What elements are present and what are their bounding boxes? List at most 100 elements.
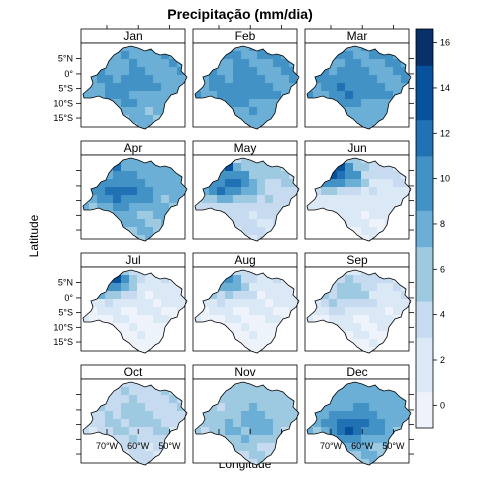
raster-cell	[201, 195, 209, 203]
raster-cell	[161, 315, 169, 323]
raster-cell	[169, 75, 177, 83]
raster-cell	[353, 307, 361, 315]
raster-cell	[265, 227, 273, 235]
raster-cell	[129, 323, 137, 331]
raster-cell	[329, 283, 337, 291]
raster-cell	[345, 299, 353, 307]
raster-cell	[217, 307, 225, 315]
raster-cell	[321, 403, 329, 411]
raster-cell	[129, 187, 137, 195]
raster-cell	[393, 411, 401, 419]
raster-cell	[153, 435, 161, 443]
raster-cell	[377, 75, 385, 83]
raster-cell	[113, 395, 121, 403]
raster-cell	[113, 187, 121, 195]
raster-cell	[369, 227, 377, 235]
raster-cell	[225, 275, 233, 283]
raster-cell	[113, 67, 121, 75]
raster-cell	[257, 395, 265, 403]
raster-cell	[337, 283, 345, 291]
raster-cell	[369, 323, 377, 331]
raster-cell	[345, 283, 353, 291]
raster-cell	[321, 291, 329, 299]
raster-cell	[249, 395, 257, 403]
raster-cell	[257, 75, 265, 83]
raster-cell	[313, 75, 321, 83]
raster-cell	[129, 75, 137, 83]
raster-cell	[121, 419, 129, 427]
raster-cell	[241, 179, 249, 187]
colorbar-cell	[416, 101, 433, 121]
raster-cell	[97, 403, 105, 411]
raster-cell	[377, 91, 385, 99]
raster-cell	[377, 443, 385, 451]
raster-cell	[129, 67, 137, 75]
raster-cell	[121, 387, 129, 395]
raster-cell	[345, 99, 353, 107]
raster-cell	[89, 307, 97, 315]
raster-cell	[145, 83, 153, 91]
raster-cell	[393, 83, 401, 91]
raster-cell	[273, 163, 281, 171]
raster-cell	[145, 275, 153, 283]
raster-cell	[169, 195, 177, 203]
raster-cell	[209, 67, 217, 75]
raster-cell	[385, 403, 393, 411]
raster-cell	[137, 115, 145, 123]
raster-cell	[241, 171, 249, 179]
raster-cell	[313, 195, 321, 203]
raster-cell	[257, 411, 265, 419]
raster-cell	[377, 107, 385, 115]
raster-cell	[113, 299, 121, 307]
raster-cell	[113, 435, 121, 443]
raster-cell	[145, 419, 153, 427]
raster-cell	[249, 163, 257, 171]
raster-cell	[265, 283, 273, 291]
raster-cell	[153, 211, 161, 219]
raster-cell	[257, 315, 265, 323]
raster-cell	[89, 427, 97, 435]
raster-cell	[137, 123, 145, 129]
panel-label: Apr	[124, 141, 143, 155]
raster-cell	[249, 339, 257, 347]
raster-cell	[161, 291, 169, 299]
raster-cell	[145, 403, 153, 411]
raster-cell	[369, 91, 377, 99]
raster-cell	[225, 67, 233, 75]
raster-cell	[137, 323, 145, 331]
raster-cell	[121, 443, 129, 451]
raster-cell	[265, 403, 273, 411]
raster-cell	[353, 323, 361, 331]
panel-label: Nov	[234, 365, 255, 379]
raster-cell	[273, 315, 281, 323]
raster-cell	[313, 419, 321, 427]
region-outline	[194, 157, 300, 242]
raster-cell	[377, 171, 385, 179]
raster-cell	[329, 203, 337, 211]
colorbar-tick-label: 6	[440, 264, 445, 274]
raster-cell	[153, 179, 161, 187]
raster-cell	[89, 203, 97, 211]
raster-cell	[377, 195, 385, 203]
raster-cell	[377, 315, 385, 323]
raster-cell	[361, 107, 369, 115]
raster-cell	[377, 307, 385, 315]
raster-cell	[233, 163, 241, 171]
raster-cell	[361, 411, 369, 419]
raster-cell	[153, 339, 161, 347]
raster-cell	[217, 291, 225, 299]
raster-cell	[353, 299, 361, 307]
raster-cell	[345, 270, 353, 275]
raster-cell	[393, 171, 401, 179]
raster-cell	[89, 315, 97, 323]
raster-cell	[241, 382, 249, 387]
raster-cell	[257, 211, 265, 219]
raster-cell	[83, 91, 89, 99]
raster-cell	[361, 187, 369, 195]
raster-cell	[257, 331, 265, 339]
raster-cell	[369, 107, 377, 115]
raster-cell	[353, 339, 361, 347]
raster-cell	[353, 419, 361, 427]
raster-cell	[377, 419, 385, 427]
raster-cell	[233, 411, 241, 419]
